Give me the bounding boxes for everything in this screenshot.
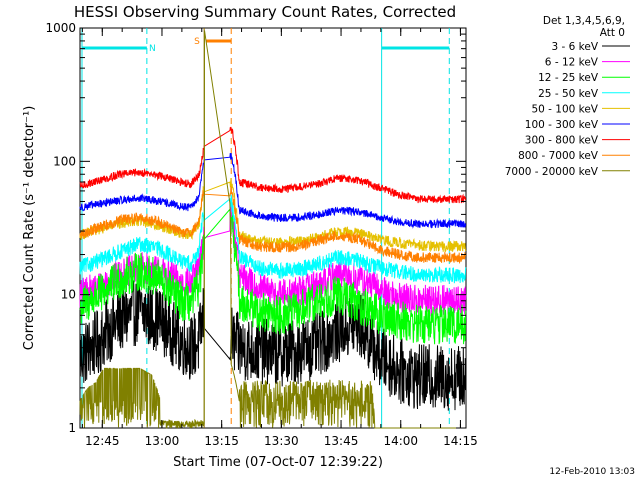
chart-title: HESSI Observing Summary Count Rates, Cor… xyxy=(74,3,456,21)
series-line xyxy=(79,208,467,345)
plot-frame xyxy=(79,27,467,429)
legend: Det 1,3,4,5,6,9,Att 03 - 6 keV 6 - 12 keV… xyxy=(505,15,630,178)
legend-entry-label: 3 - 6 keV xyxy=(551,41,598,53)
plot-area: NS xyxy=(79,27,467,430)
legend-entry-label: 300 - 800 keV xyxy=(525,135,599,147)
x-tick-label: 14:00 xyxy=(383,434,418,448)
y-tick-label: 1000 xyxy=(45,21,76,35)
x-tick-label: 13:30 xyxy=(264,434,299,448)
y-axis-label: Corrected Count Rate (s⁻¹ detector⁻¹) xyxy=(22,106,37,351)
series-line xyxy=(79,280,467,411)
legend-entry-label: 800 - 7000 keV xyxy=(518,150,599,162)
series-line xyxy=(79,186,467,265)
y-tick-label: 1 xyxy=(68,421,76,435)
legend-header: Det 1,3,4,5,6,9, xyxy=(543,15,625,27)
legend-entry-label: 25 - 50 keV xyxy=(538,88,599,100)
legend-header: Att 0 xyxy=(600,27,625,39)
series-line xyxy=(79,178,467,253)
x-axis-label: Start Time (07-Oct-07 12:39:22) xyxy=(173,455,383,470)
y-tick-label: 10 xyxy=(61,288,76,302)
night-label: N xyxy=(149,44,156,54)
series-line xyxy=(79,153,467,229)
saa-label: S xyxy=(194,37,200,47)
y-tick-label: 100 xyxy=(53,154,76,168)
legend-entry-label: 6 - 12 keV xyxy=(545,57,599,69)
series-line xyxy=(79,30,466,430)
x-tick-label: 12:45 xyxy=(85,434,120,448)
series-line xyxy=(79,194,467,284)
x-tick-label: 13:00 xyxy=(145,434,180,448)
x-tick-label: 13:45 xyxy=(324,434,359,448)
footer-date: 12-Feb-2010 13:03 xyxy=(549,467,635,477)
legend-entry-label: 100 - 300 keV xyxy=(525,119,599,131)
legend-entry-label: 7000 - 20000 keV xyxy=(505,166,599,178)
legend-entry-label: 12 - 25 keV xyxy=(538,72,599,84)
legend-entry-label: 50 - 100 keV xyxy=(531,103,598,115)
x-tick-label: 14:15 xyxy=(443,434,478,448)
series-line xyxy=(79,200,467,317)
x-tick-label: 13:15 xyxy=(204,434,239,448)
series-line xyxy=(79,126,466,204)
